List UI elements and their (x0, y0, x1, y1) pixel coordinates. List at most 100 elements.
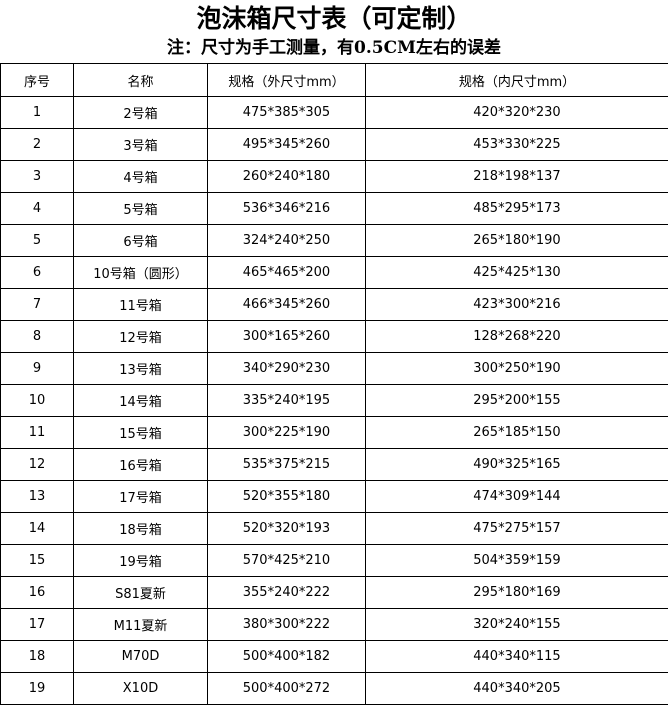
cell-index: 14 (0, 512, 74, 545)
cell-index: 13 (0, 480, 74, 513)
cell-outer-size: 300*165*260 (207, 320, 366, 353)
cell-name: 14号箱 (73, 384, 208, 417)
cell-name: 10号箱（圆形） (73, 256, 208, 289)
cell-inner-size: 474*309*144 (365, 480, 668, 513)
cell-inner-size: 440*340*205 (365, 672, 668, 705)
cell-inner-size: 128*268*220 (365, 320, 668, 353)
cell-name: 15号箱 (73, 416, 208, 449)
cell-outer-size: 520*355*180 (207, 480, 366, 513)
cell-index: 8 (0, 320, 74, 353)
cell-name: 19号箱 (73, 544, 208, 577)
cell-index: 3 (0, 160, 74, 193)
table-row: 9 13号箱 340*290*230 300*250*190 (0, 352, 668, 385)
cell-index: 18 (0, 640, 74, 673)
size-table: 序号 名称 规格（外尺寸mm） 规格（内尺寸mm） 1 2号箱 475*385*30… (0, 63, 668, 705)
cell-name: M11夏新 (73, 608, 208, 641)
table-row: 18 M70D 500*400*182 440*340*115 (0, 640, 668, 673)
page-title: 泡沫箱尺寸表（可定制） (196, 4, 472, 33)
table-row: 12 16号箱 535*375*215 490*325*165 (0, 448, 668, 481)
cell-name: S81夏新 (73, 576, 208, 609)
cell-name: 18号箱 (73, 512, 208, 545)
cell-outer-size: 335*240*195 (207, 384, 366, 417)
cell-outer-size: 500*400*272 (207, 672, 366, 705)
table-row: 4 5号箱 536*346*216 485*295*173 (0, 192, 668, 225)
cell-outer-size: 340*290*230 (207, 352, 366, 385)
table-row: 3 4号箱 260*240*180 218*198*137 (0, 160, 668, 193)
cell-outer-size: 536*346*216 (207, 192, 366, 225)
cell-outer-size: 324*240*250 (207, 224, 366, 257)
table-row: 17 M11夏新 380*300*222 320*240*155 (0, 608, 668, 641)
cell-inner-size: 423*300*216 (365, 288, 668, 321)
cell-outer-size: 355*240*222 (207, 576, 366, 609)
cell-name: 16号箱 (73, 448, 208, 481)
table-row: 1 2号箱 475*385*305 420*320*230 (0, 96, 668, 129)
table-header-row: 序号 名称 规格（外尺寸mm） 规格（内尺寸mm） (0, 63, 668, 97)
cell-outer-size: 466*345*260 (207, 288, 366, 321)
cell-inner-size: 265*185*150 (365, 416, 668, 449)
cell-index: 2 (0, 128, 74, 161)
cell-name: 5号箱 (73, 192, 208, 225)
cell-index: 17 (0, 608, 74, 641)
cell-index: 10 (0, 384, 74, 417)
table-row: 19 X10D 500*400*272 440*340*205 (0, 672, 668, 705)
cell-name: M70D (73, 640, 208, 673)
table-row: 11 15号箱 300*225*190 265*185*150 (0, 416, 668, 449)
cell-index: 15 (0, 544, 74, 577)
header-inner-size: 规格（内尺寸mm） (365, 63, 668, 97)
cell-index: 1 (0, 96, 74, 129)
cell-name: 6号箱 (73, 224, 208, 257)
page-subtitle: 注：尺寸为手工测量，有0.5CM左右的误差 (167, 38, 501, 58)
cell-inner-size: 320*240*155 (365, 608, 668, 641)
table-row: 2 3号箱 495*345*260 453*330*225 (0, 128, 668, 161)
cell-inner-size: 425*425*130 (365, 256, 668, 289)
cell-inner-size: 265*180*190 (365, 224, 668, 257)
cell-index: 16 (0, 576, 74, 609)
cell-name: 2号箱 (73, 96, 208, 129)
cell-outer-size: 570*425*210 (207, 544, 366, 577)
header-index: 序号 (0, 63, 74, 97)
cell-name: X10D (73, 672, 208, 705)
cell-name: 11号箱 (73, 288, 208, 321)
cell-name: 13号箱 (73, 352, 208, 385)
cell-index: 5 (0, 224, 74, 257)
table-row: 6 10号箱（圆形） 465*465*200 425*425*130 (0, 256, 668, 289)
cell-outer-size: 300*225*190 (207, 416, 366, 449)
cell-inner-size: 300*250*190 (365, 352, 668, 385)
cell-outer-size: 475*385*305 (207, 96, 366, 129)
cell-outer-size: 500*400*182 (207, 640, 366, 673)
table-row: 13 17号箱 520*355*180 474*309*144 (0, 480, 668, 513)
cell-outer-size: 535*375*215 (207, 448, 366, 481)
table-row: 16 S81夏新 355*240*222 295*180*169 (0, 576, 668, 609)
cell-inner-size: 504*359*159 (365, 544, 668, 577)
cell-inner-size: 453*330*225 (365, 128, 668, 161)
table-row: 10 14号箱 335*240*195 295*200*155 (0, 384, 668, 417)
cell-inner-size: 295*200*155 (365, 384, 668, 417)
cell-outer-size: 520*320*193 (207, 512, 366, 545)
cell-name: 17号箱 (73, 480, 208, 513)
cell-outer-size: 260*240*180 (207, 160, 366, 193)
cell-index: 9 (0, 352, 74, 385)
cell-inner-size: 218*198*137 (365, 160, 668, 193)
cell-name: 12号箱 (73, 320, 208, 353)
cell-inner-size: 485*295*173 (365, 192, 668, 225)
header-outer-size: 规格（外尺寸mm） (207, 63, 366, 97)
cell-index: 11 (0, 416, 74, 449)
cell-index: 19 (0, 672, 74, 705)
cell-inner-size: 295*180*169 (365, 576, 668, 609)
table-row: 15 19号箱 570*425*210 504*359*159 (0, 544, 668, 577)
table-row: 8 12号箱 300*165*260 128*268*220 (0, 320, 668, 353)
header-name: 名称 (73, 63, 208, 97)
cell-index: 4 (0, 192, 74, 225)
cell-outer-size: 380*300*222 (207, 608, 366, 641)
cell-name: 3号箱 (73, 128, 208, 161)
cell-index: 6 (0, 256, 74, 289)
cell-inner-size: 475*275*157 (365, 512, 668, 545)
cell-outer-size: 495*345*260 (207, 128, 366, 161)
cell-inner-size: 420*320*230 (365, 96, 668, 129)
table-row: 7 11号箱 466*345*260 423*300*216 (0, 288, 668, 321)
cell-inner-size: 490*325*165 (365, 448, 668, 481)
table-row: 5 6号箱 324*240*250 265*180*190 (0, 224, 668, 257)
cell-name: 4号箱 (73, 160, 208, 193)
cell-inner-size: 440*340*115 (365, 640, 668, 673)
cell-index: 7 (0, 288, 74, 321)
